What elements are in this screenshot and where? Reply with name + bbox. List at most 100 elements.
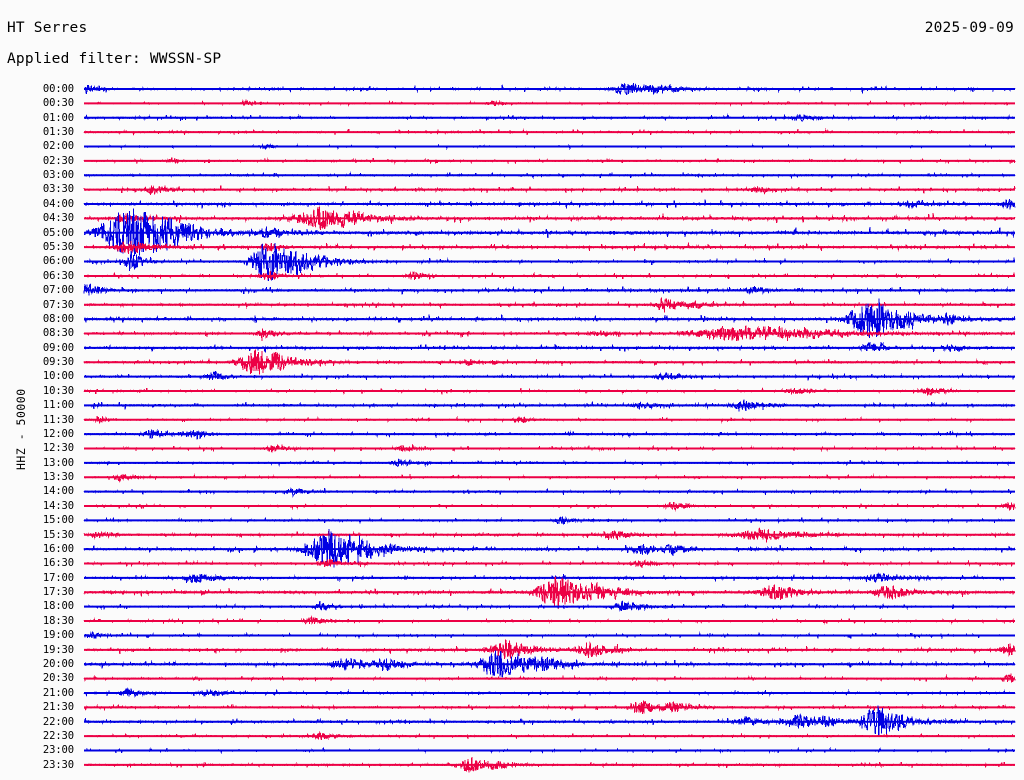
time-label: 20:30 (42, 672, 74, 685)
trace-row (83, 473, 1016, 483)
trace-waveform (83, 615, 1016, 625)
time-label: 12:30 (42, 442, 74, 455)
time-label: 07:30 (42, 298, 74, 311)
time-label: 11:30 (42, 413, 74, 426)
time-label: 15:30 (42, 528, 74, 541)
trace-row (83, 370, 1016, 382)
time-label: 01:00 (42, 111, 74, 124)
trace-waveform (83, 428, 1016, 440)
time-label: 09:00 (42, 341, 74, 354)
trace-row (83, 486, 1016, 499)
trace-waveform (83, 298, 1016, 338)
trace-waveform (83, 559, 1016, 569)
trace-waveform (83, 341, 1016, 353)
time-label: 17:00 (42, 571, 74, 584)
trace-waveform (83, 82, 1016, 96)
trace-row (83, 700, 1016, 715)
time-label: 06:30 (42, 269, 74, 282)
trace-waveform (83, 171, 1016, 180)
trace-waveform (83, 370, 1016, 382)
time-label: 14:00 (42, 485, 74, 498)
trace-row (83, 208, 1016, 257)
trace-waveform (83, 576, 1016, 610)
trace-row (83, 298, 1016, 338)
trace-row (83, 198, 1016, 210)
trace-row (83, 185, 1016, 196)
trace-waveform (83, 415, 1016, 425)
time-label: 22:00 (42, 715, 74, 728)
time-label: 05:00 (42, 226, 74, 239)
time-label: 19:30 (42, 643, 74, 656)
time-label: 06:00 (42, 255, 74, 268)
time-label: 20:00 (42, 658, 74, 670)
trace-waveform (83, 198, 1016, 210)
trace-waveform (84, 572, 1016, 584)
trace-row (83, 527, 1016, 543)
time-label: 08:30 (42, 327, 74, 340)
trace-waveform (83, 630, 1016, 640)
trace-waveform (83, 185, 1016, 196)
time-label: 22:30 (42, 729, 74, 742)
trace-waveform (83, 283, 1016, 296)
trace-waveform (83, 99, 1016, 107)
trace-row (83, 559, 1016, 569)
trace-waveform (83, 208, 1016, 257)
time-label: 23:00 (42, 744, 74, 757)
trace-row (83, 143, 1016, 151)
trace-row (83, 673, 1016, 683)
trace-row (83, 576, 1016, 610)
trace-waveform (83, 756, 1016, 773)
trace-waveform (83, 700, 1016, 715)
time-label: 04:00 (42, 197, 74, 210)
trace-waveform (83, 443, 1016, 453)
trace-waveform (83, 527, 1016, 543)
trace-row (83, 206, 1016, 230)
trace-row (83, 730, 1016, 741)
trace-row (83, 241, 1016, 255)
time-label: 18:00 (42, 600, 74, 613)
trace-waveform (83, 297, 1016, 313)
plot-area: 00:00 00:30 01:00 01:30 02:00 02:30 03:00 03:30… (0, 76, 1024, 780)
trace-row (83, 443, 1016, 453)
time-label: 07:00 (42, 284, 74, 297)
trace-waveform (83, 157, 1016, 165)
time-label: 13:30 (42, 471, 74, 484)
time-label: 03:00 (42, 169, 74, 182)
time-label: 00:00 (42, 82, 74, 95)
trace-waveform (83, 673, 1016, 683)
trace-waveform (83, 325, 1016, 342)
trace-waveform (83, 746, 1016, 755)
trace-waveform (83, 386, 1016, 396)
trace-row (83, 428, 1016, 440)
trace-row (83, 270, 1016, 281)
time-label: 17:30 (42, 586, 74, 599)
time-label: 02:30 (42, 154, 74, 167)
trace-row (83, 82, 1016, 96)
trace-row (83, 171, 1016, 180)
trace-waveform (83, 529, 1016, 568)
trace-row (83, 157, 1016, 165)
trace-row (83, 386, 1016, 396)
trace-row (83, 349, 1016, 375)
trace-waveform (83, 686, 1016, 698)
time-label: 15:00 (42, 514, 74, 527)
trace-row (83, 415, 1016, 425)
trace-row (83, 746, 1016, 755)
trace-waveform (83, 730, 1016, 741)
trace-row (83, 650, 1016, 678)
time-label: 19:00 (42, 629, 74, 642)
trace-waveform (83, 600, 1016, 613)
trace-waveform (83, 349, 1016, 375)
trace-waveform (83, 458, 1016, 468)
time-label: 18:30 (42, 614, 74, 627)
time-label: 05:30 (42, 240, 74, 253)
trace-row (83, 399, 1016, 412)
time-label: 02:00 (42, 140, 74, 153)
trace-row (83, 243, 1016, 282)
trace-row (83, 600, 1016, 613)
trace-row (83, 297, 1016, 313)
trace-row (83, 283, 1016, 296)
trace-row (83, 639, 1016, 660)
time-axis: 00:00 00:30 01:00 01:30 02:00 02:30 03:00 03:30… (0, 76, 84, 780)
time-label: 14:30 (42, 499, 74, 512)
